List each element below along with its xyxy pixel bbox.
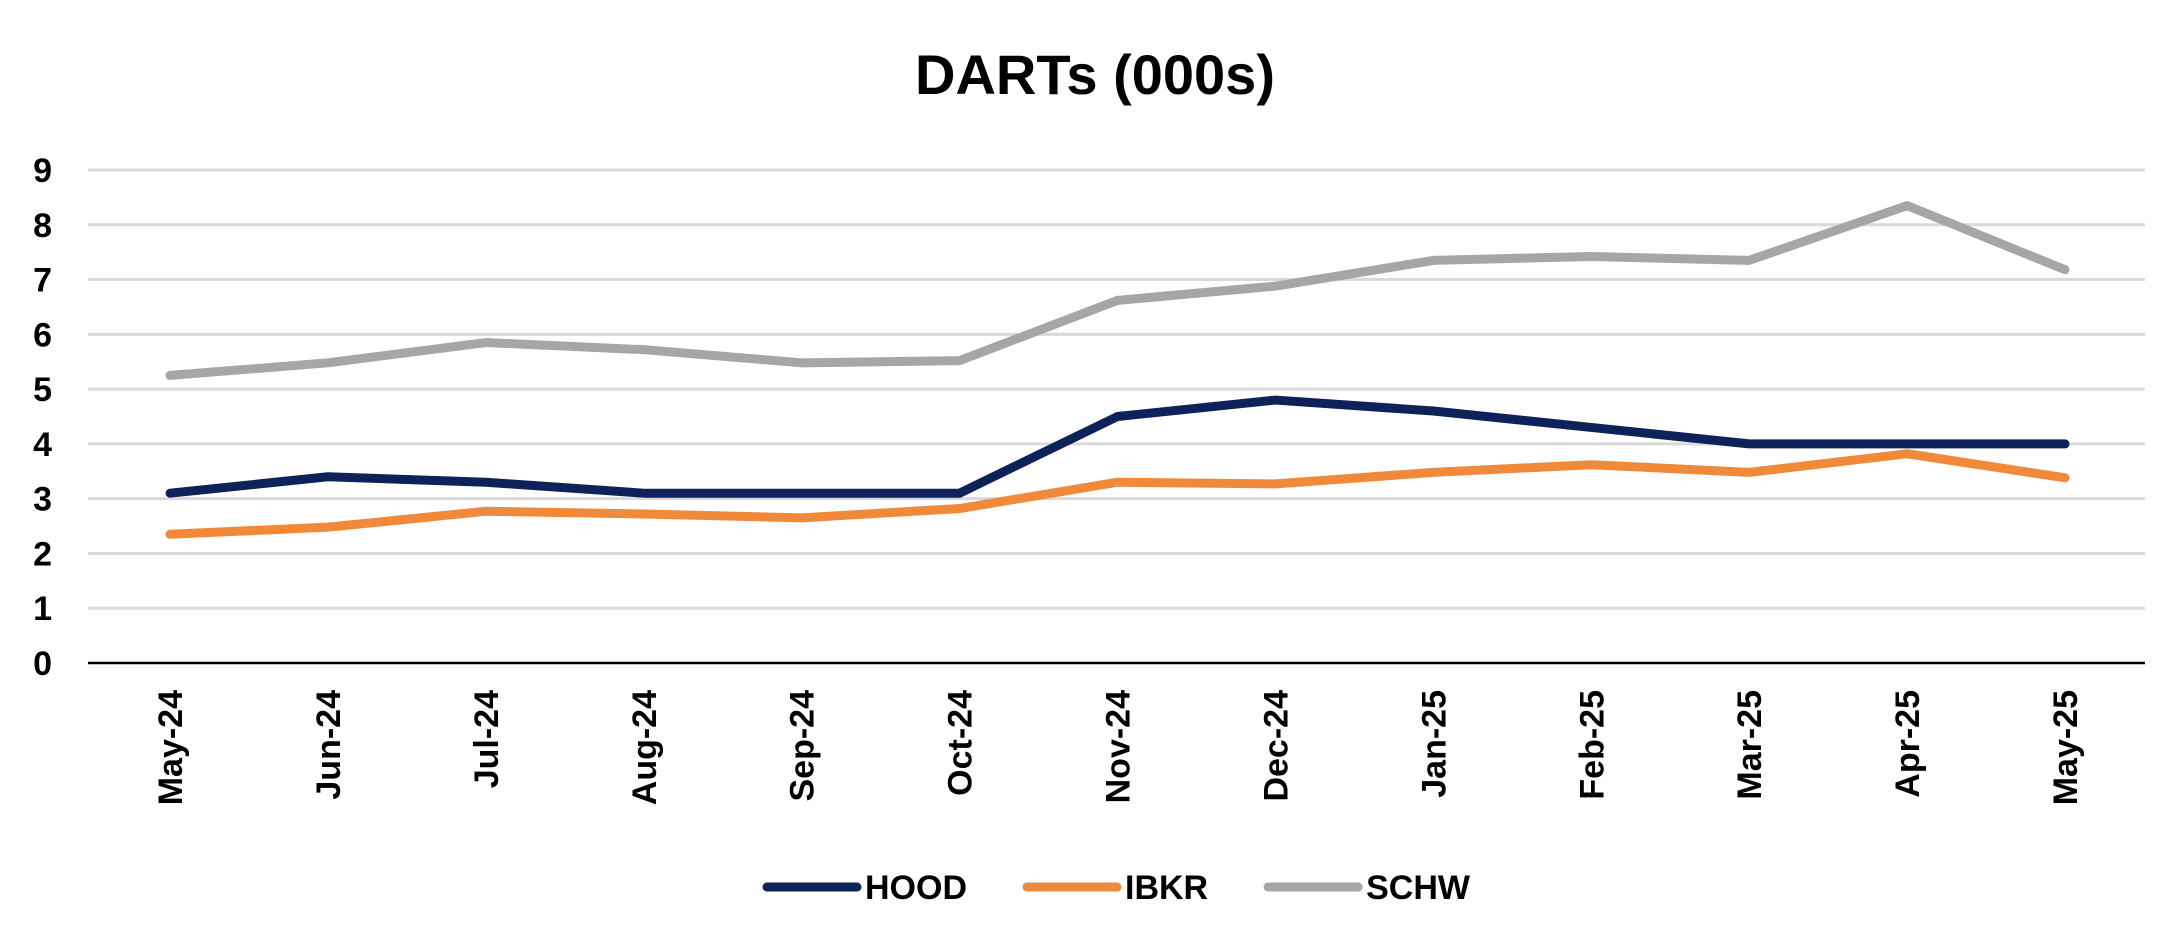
gridlines — [88, 168, 2145, 610]
series-line-hood — [165, 395, 2070, 498]
x-axis: May-24 Jun-24 Jul-24 Aug-24 Sep-24 Oct-24 Nov-… — [88, 661, 2145, 805]
y-tick-label: 8 — [33, 207, 52, 245]
y-axis: 0 1 2 3 4 5 6 7 8 9 — [33, 152, 52, 683]
x-tick-label: Jan-25 — [1415, 690, 1453, 798]
series-line-schw — [165, 201, 2070, 380]
y-tick-label: 1 — [33, 590, 52, 628]
x-tick-label: May-24 — [152, 690, 190, 805]
x-tick-label: Jul-24 — [468, 690, 506, 788]
y-tick-label: 9 — [33, 152, 52, 190]
x-tick-label: Mar-25 — [1731, 690, 1769, 800]
legend-label-ibkr: IBKR — [1125, 869, 1208, 907]
y-tick-label: 5 — [33, 371, 52, 409]
x-tick-label: Sep-24 — [784, 690, 822, 802]
x-tick-label: Apr-25 — [1889, 690, 1927, 798]
legend-label-hood: HOOD — [865, 869, 967, 907]
y-tick-label: 3 — [33, 481, 52, 519]
y-tick-label: 4 — [33, 426, 52, 464]
series-line-ibkr — [165, 449, 2070, 539]
y-tick-label: 0 — [33, 645, 52, 683]
x-tick-label: Jun-24 — [310, 690, 348, 800]
x-tick-label: Feb-25 — [1573, 690, 1611, 800]
x-tick-label: Dec-24 — [1257, 690, 1295, 802]
y-tick-label: 2 — [33, 535, 52, 573]
x-tick-label: Aug-24 — [626, 690, 664, 805]
legend: HOOD IBKR SCHW — [762, 869, 1471, 907]
series-lines — [165, 201, 2070, 539]
x-tick-label: Nov-24 — [1100, 690, 1138, 803]
y-tick-label: 7 — [33, 262, 52, 300]
legend-label-schw: SCHW — [1366, 869, 1471, 907]
x-tick-label: May-25 — [2047, 690, 2085, 805]
x-tick-label: Oct-24 — [942, 690, 980, 796]
y-tick-label: 6 — [33, 316, 52, 354]
chart-title: DARTs (000s) — [915, 43, 1275, 106]
